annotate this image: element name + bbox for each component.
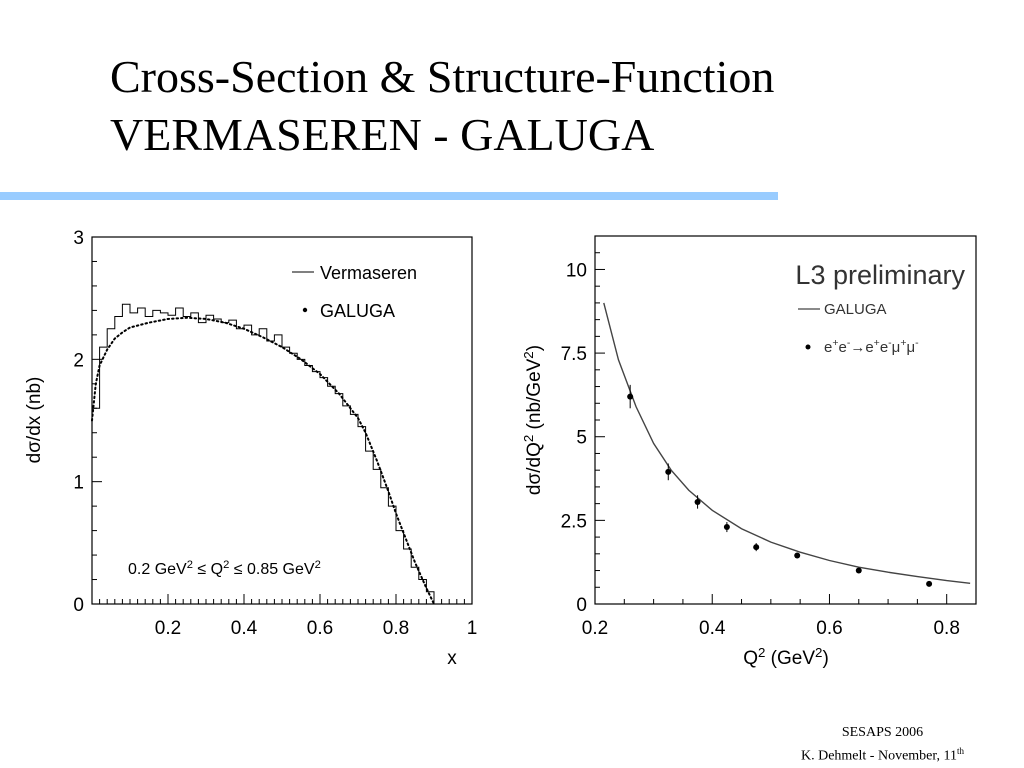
- plot1-ytick-label: 3: [73, 228, 84, 249]
- plot2-legend-marker-data: [805, 344, 811, 350]
- plot2-data-point: [753, 544, 760, 551]
- plot1-ytick-label: 0: [73, 595, 84, 616]
- plot2-ytick-label: 7.5: [561, 344, 587, 365]
- plot2-xtick-label: 0.6: [816, 618, 842, 639]
- footer-author-text: K. Dehmelt - November, 11: [800, 748, 957, 764]
- slide-footer: SESAPS 2006 K. Dehmelt - November, 11th: [801, 724, 964, 766]
- plot1-ytick-label: 2: [73, 350, 84, 371]
- plot2-legend-galuga: GALUGA: [824, 301, 887, 318]
- footer-author-date: K. Dehmelt - November, 11th: [801, 742, 964, 766]
- plot2-data-point: [627, 393, 634, 400]
- plot1-legend-vermaseren: Vermaseren: [320, 263, 417, 283]
- plot2-title: L3 preliminary: [795, 260, 965, 290]
- plot1-xtick-label: 1: [467, 618, 478, 639]
- plot2-ylabel: dσ/dQ2 (nb/GeV2): [521, 345, 546, 495]
- plot1-xtick-label: 0.6: [307, 618, 333, 639]
- slide-title-line2: VERMASEREN - GALUGA: [110, 109, 655, 160]
- plot2-xlabel: Q2 (GeV2): [743, 645, 829, 670]
- plot1-legend-marker-galuga: [302, 307, 308, 313]
- plot2-frame: [594, 235, 977, 605]
- slide-title: Cross-Section & Structure-Function VERMA…: [110, 48, 774, 164]
- plot2-data-point: [723, 524, 730, 531]
- plot2-data-point: [926, 580, 933, 587]
- plot2-xtick-label: 0.4: [699, 618, 726, 639]
- plot1-series-galuga: [91, 316, 435, 605]
- plot1-xtick-label: 0.4: [231, 618, 258, 639]
- plot1-ylabel: dσ/dx (nb): [24, 377, 45, 464]
- plot2-data-point: [855, 567, 862, 574]
- plot2-data-point: [794, 552, 801, 559]
- plot1-legend-galuga: GALUGA: [320, 301, 395, 321]
- plot2-ytick-label: 2.5: [561, 511, 587, 532]
- plot1-ytick-label: 1: [73, 473, 84, 494]
- footer-conference: SESAPS 2006: [841, 725, 924, 740]
- plot2-legend-data: e+e-→e+e-μ+μ-: [824, 337, 919, 356]
- plot2-ytick-label: 0: [576, 595, 587, 616]
- title-underline: [0, 192, 778, 200]
- plot2-data-point: [694, 498, 701, 505]
- plot2-ytick-label: 10: [566, 260, 587, 281]
- plot1-xlabel: x: [447, 648, 457, 669]
- plot1-xtick-label: 0.2: [155, 618, 181, 639]
- plot1-xtick-label: 0.8: [383, 618, 409, 639]
- plot1-annotation: 0.2 GeV2 ≤ Q2 ≤ 0.85 GeV2: [128, 559, 321, 578]
- plot2-xtick-label: 0.8: [933, 618, 959, 639]
- plot2-series-galuga: [603, 302, 971, 584]
- footer-sup: th: [956, 746, 964, 756]
- plot2-ytick-label: 5: [576, 428, 587, 449]
- slide-title-line1: Cross-Section & Structure-Function: [110, 51, 775, 102]
- plot2-xtick-label: 0.2: [582, 618, 608, 639]
- plot2-data-point: [665, 468, 672, 475]
